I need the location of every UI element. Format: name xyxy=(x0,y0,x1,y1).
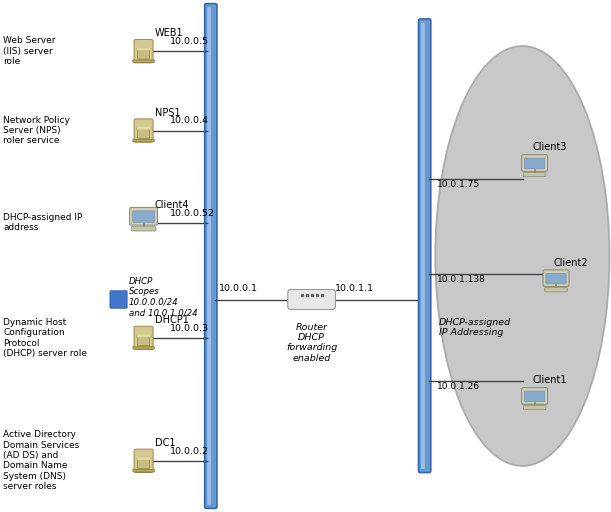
FancyBboxPatch shape xyxy=(137,48,150,59)
FancyBboxPatch shape xyxy=(524,173,546,177)
Text: Active Directory
Domain Services
(AD DS) and
Domain Name
System (DNS)
server rol: Active Directory Domain Services (AD DS)… xyxy=(3,430,79,492)
FancyBboxPatch shape xyxy=(522,155,547,172)
FancyBboxPatch shape xyxy=(137,334,150,337)
Ellipse shape xyxy=(435,46,609,466)
FancyBboxPatch shape xyxy=(545,288,567,292)
FancyBboxPatch shape xyxy=(110,291,127,308)
FancyBboxPatch shape xyxy=(137,127,150,130)
FancyBboxPatch shape xyxy=(133,211,155,222)
Text: Network Policy
Server (NPS)
roler service: Network Policy Server (NPS) roler servic… xyxy=(3,116,70,145)
FancyBboxPatch shape xyxy=(546,273,566,284)
FancyBboxPatch shape xyxy=(134,326,153,350)
FancyBboxPatch shape xyxy=(133,60,155,62)
FancyBboxPatch shape xyxy=(134,39,153,63)
FancyBboxPatch shape xyxy=(522,388,547,404)
Text: Client1: Client1 xyxy=(532,375,567,386)
Text: 10.0.1.26: 10.0.1.26 xyxy=(437,382,480,391)
FancyBboxPatch shape xyxy=(524,406,546,410)
FancyBboxPatch shape xyxy=(134,119,153,142)
FancyBboxPatch shape xyxy=(525,158,544,168)
Text: 10.0.1.75: 10.0.1.75 xyxy=(437,180,480,189)
FancyBboxPatch shape xyxy=(207,7,211,505)
FancyBboxPatch shape xyxy=(133,139,155,142)
Text: 10.0.0.3: 10.0.0.3 xyxy=(170,324,209,333)
Text: DHCP
Scopes
10.0.0.0/24
and 10.0.1.0/24: DHCP Scopes 10.0.0.0/24 and 10.0.1.0/24 xyxy=(129,277,197,317)
Text: DHCP-assigned IP
address: DHCP-assigned IP address xyxy=(3,213,82,232)
FancyBboxPatch shape xyxy=(134,449,153,473)
Text: Router
DHCP
forwarding
enabled: Router DHCP forwarding enabled xyxy=(286,323,337,363)
Text: NPS1: NPS1 xyxy=(155,108,180,118)
FancyBboxPatch shape xyxy=(130,207,158,225)
FancyBboxPatch shape xyxy=(137,127,150,138)
FancyBboxPatch shape xyxy=(525,391,544,401)
Text: WEB1: WEB1 xyxy=(155,28,183,38)
Text: DHCP-assigned
IP Addressing: DHCP-assigned IP Addressing xyxy=(439,318,511,337)
Text: 10.0.0.52: 10.0.0.52 xyxy=(170,208,215,218)
FancyBboxPatch shape xyxy=(137,457,150,460)
FancyBboxPatch shape xyxy=(133,470,155,472)
Text: 10.0.1.1: 10.0.1.1 xyxy=(335,284,374,293)
FancyBboxPatch shape xyxy=(205,4,217,508)
Text: Client2: Client2 xyxy=(554,258,588,268)
FancyBboxPatch shape xyxy=(133,347,155,349)
Text: 10.0.0.1: 10.0.0.1 xyxy=(219,284,258,293)
Text: DHCP1: DHCP1 xyxy=(155,315,188,325)
FancyBboxPatch shape xyxy=(131,227,156,231)
FancyBboxPatch shape xyxy=(421,23,425,469)
Text: Client3: Client3 xyxy=(532,142,567,153)
Text: 10.0.0.2: 10.0.0.2 xyxy=(170,446,209,456)
FancyBboxPatch shape xyxy=(137,335,150,346)
FancyBboxPatch shape xyxy=(288,290,335,309)
Text: 10.0.0.5: 10.0.0.5 xyxy=(170,37,209,46)
Text: Dynamic Host
Configuration
Protocol
(DHCP) server role: Dynamic Host Configuration Protocol (DHC… xyxy=(3,318,87,358)
Text: Web Server
(IIS) server
role: Web Server (IIS) server role xyxy=(3,36,56,66)
FancyBboxPatch shape xyxy=(137,48,150,50)
Text: DC1: DC1 xyxy=(155,438,175,448)
Text: 10.0.1.138: 10.0.1.138 xyxy=(437,274,486,284)
FancyBboxPatch shape xyxy=(419,19,431,473)
Text: Client4: Client4 xyxy=(155,200,189,210)
Text: 10.0.0.4: 10.0.0.4 xyxy=(170,116,209,125)
FancyBboxPatch shape xyxy=(137,458,150,468)
FancyBboxPatch shape xyxy=(543,270,569,287)
